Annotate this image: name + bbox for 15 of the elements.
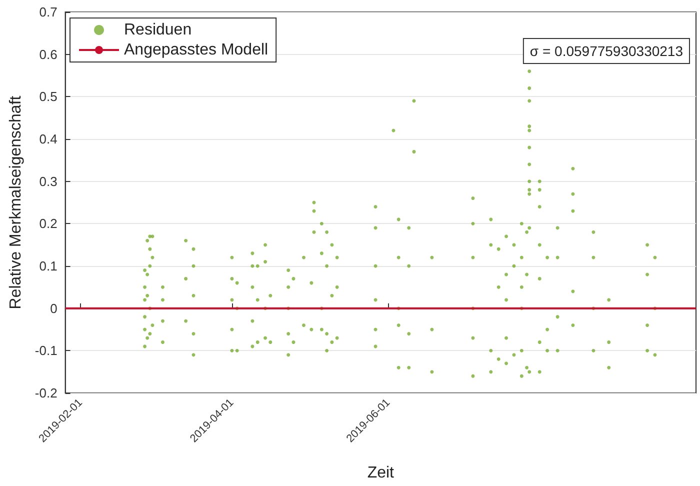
legend-label: Residuen [124, 22, 192, 38]
y-tick-label: 0.1 [39, 258, 58, 274]
y-axis-title: Relative Merkmalseigenschaft [8, 95, 24, 310]
y-tick-label: 0.3 [39, 174, 58, 189]
y-tick-label: 0.4 [39, 132, 58, 146]
x-axis-title: Zeit [367, 464, 395, 482]
legend-label: Angepasstes Modell [124, 42, 268, 58]
y-tick-label: 0 [50, 300, 58, 316]
y-tick-label: 0.6 [39, 46, 58, 62]
annotation: σ = 0.059775930330213 [530, 43, 684, 59]
y-tick-label: 0.2 [39, 216, 58, 232]
y-tick-label: 0.5 [39, 89, 58, 104]
y-tick-label: 0.7 [39, 4, 58, 20]
y-tick-label: -0.2 [34, 386, 58, 400]
y-tick-label: -0.1 [34, 343, 58, 358]
